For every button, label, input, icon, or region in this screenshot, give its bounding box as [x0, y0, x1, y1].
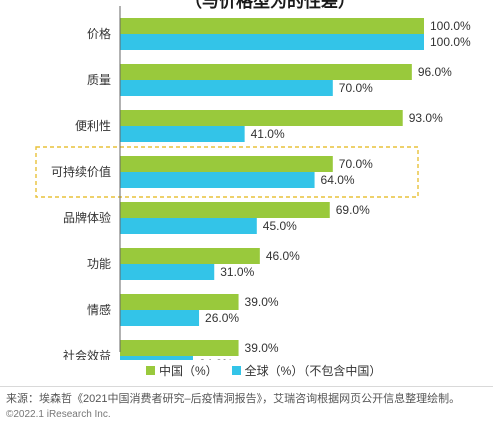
category-label: 功能 — [87, 257, 111, 271]
legend-label-china: 中国（%） — [159, 364, 218, 378]
data-label-china: 100.0% — [430, 19, 471, 33]
chart-plot: 价格 100.0% 100.0% 质量 96.0% 70.0% 便利性 93.0% 41.0% 可… — [35, 6, 471, 360]
category-label: 价格 — [87, 26, 111, 41]
data-label-china: 46.0% — [266, 249, 300, 263]
data-label-global: 41.0% — [251, 127, 285, 141]
data-label-global: 45.0% — [263, 219, 297, 233]
footer-divider — [0, 386, 493, 387]
bar-global — [120, 34, 424, 50]
bar-global — [120, 356, 193, 360]
data-label-global: 70.0% — [339, 81, 373, 95]
data-label-global: 24.0% — [199, 357, 233, 360]
data-label-global: 100.0% — [430, 35, 471, 49]
bar-china — [120, 110, 403, 126]
legend-swatch-global — [231, 366, 241, 375]
category-label: 可持续价值 — [51, 164, 111, 179]
bar-global — [120, 264, 215, 280]
data-label-china: 39.0% — [245, 341, 279, 355]
bar-china — [120, 340, 239, 356]
bar-china — [120, 202, 330, 218]
category-label: 品牌体验 — [63, 210, 111, 225]
data-label-china: 96.0% — [418, 65, 452, 79]
bar-china — [120, 248, 260, 264]
legend-item-china: 中国（%） — [146, 362, 218, 379]
legend-swatch-china — [146, 366, 155, 375]
data-label-global: 64.0% — [321, 173, 355, 187]
bar-global — [120, 218, 257, 234]
bar-china — [120, 294, 239, 310]
bar-china — [120, 18, 424, 34]
category-label: 情感 — [87, 302, 111, 317]
data-label-china: 69.0% — [336, 203, 370, 217]
bar-china — [120, 156, 333, 172]
category-label: 社会效益 — [63, 348, 111, 360]
bar-global — [120, 126, 245, 142]
data-label-global: 31.0% — [220, 265, 254, 279]
bar-global — [120, 172, 315, 188]
data-label-china: 93.0% — [409, 111, 443, 125]
chart-legend: 中国（%） 全球（%）（不包含中国） — [146, 362, 395, 379]
highlight-box — [35, 146, 419, 198]
category-label: 质量 — [87, 73, 111, 87]
chart-title: （与价格型为的性差） — [185, 0, 355, 11]
legend-label-global: 全球（%）（不包含中国） — [244, 364, 382, 378]
bar-global — [120, 80, 333, 96]
legend-item-global: 全球（%）（不包含中国） — [231, 362, 382, 379]
copyright-notice: ©2022.1 iResearch Inc. — [6, 409, 111, 420]
data-label-china: 39.0% — [245, 295, 279, 309]
source-note: 来源：埃森哲《2021中国消费者研究–后疫情洞报告》，艾瑞咨询根据网页公开信息整… — [6, 393, 461, 405]
data-label-china: 70.0% — [339, 157, 373, 171]
bar-global — [120, 310, 200, 326]
bar-china — [120, 64, 412, 80]
category-label: 便利性 — [75, 119, 111, 133]
data-label-global: 26.0% — [205, 311, 239, 325]
